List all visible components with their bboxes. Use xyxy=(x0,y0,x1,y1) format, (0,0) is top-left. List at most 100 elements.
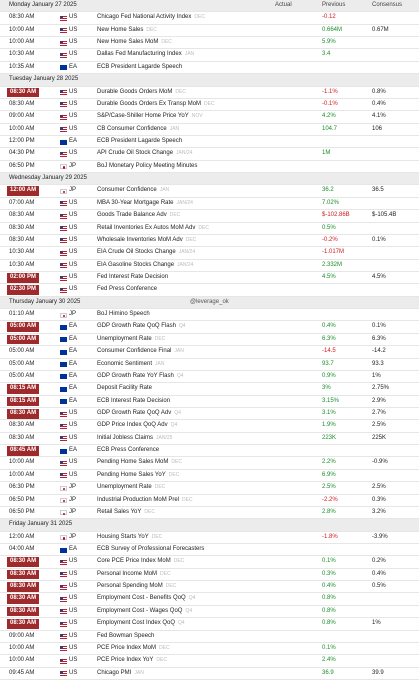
event-time: 10:30 AM xyxy=(9,261,35,268)
event-time: 12:00 PM xyxy=(9,138,35,144)
country-code: US xyxy=(69,212,78,219)
event-row: 04:00 AM EA ECB Survey of Professional For… xyxy=(0,544,419,557)
country-flag xyxy=(60,411,67,417)
event-name: Pending Home Sales MoM DEC xyxy=(97,457,182,469)
country-flag xyxy=(60,547,67,553)
previous-value: 2.332M xyxy=(322,261,343,268)
event-name: EIA Gasoline Stocks Change JAN/24 xyxy=(97,260,193,272)
event-period: DEC xyxy=(144,508,155,515)
event-period: Q4 xyxy=(188,595,196,602)
event-title: PCE Price Index YoY xyxy=(97,657,154,664)
country-flag xyxy=(60,349,67,355)
consensus-value: 4.5% xyxy=(372,274,386,280)
event-time: 08:30 AM xyxy=(9,434,35,441)
event-row: 10:00 AM US CB Consumer Confidence JAN 104.7… xyxy=(0,124,419,136)
event-title: GDP Growth Rate QoQ Adv xyxy=(97,410,172,416)
event-name: GDP Growth Rate QoQ Flash Q4 xyxy=(97,321,186,333)
previous-value: 2.4% xyxy=(322,657,336,664)
event-title: New Home Sales xyxy=(97,26,144,33)
event-name: ECB Interest Rate Decision xyxy=(97,396,170,408)
previous-value: 3.1% xyxy=(322,410,336,416)
previous-value: -0.12 xyxy=(322,14,336,21)
event-row: 08:30 AM US Employment Cost - Benefits QoQ… xyxy=(0,593,419,606)
event-title: Fed Bowman Speech xyxy=(97,632,155,639)
country-flag xyxy=(60,634,67,640)
day-date: Wednesday January 29 2025 xyxy=(9,175,87,182)
event-name: GDP Growth Rate YoY Flash Q4 xyxy=(97,371,184,383)
event-row: 08:30 AM US Core PCE Price Index MoM DEC 0.1… xyxy=(0,556,419,569)
event-time: 10:30 AM xyxy=(9,51,35,58)
country-flag xyxy=(60,498,67,504)
country-code: US xyxy=(69,236,78,243)
consensus-value: 2.7% xyxy=(372,410,386,416)
event-title: Durable Goods Orders Ex Transp MoM xyxy=(97,100,202,107)
country-code: EA xyxy=(69,385,78,392)
event-name: Durable Goods Orders MoM DEC xyxy=(97,87,186,99)
day-date: Tuesday January 28 2025 xyxy=(9,76,79,83)
event-row: 12:00 PM EA ECB President Lagarde Speech xyxy=(0,136,419,149)
event-title: EIA Gasoline Stocks Change xyxy=(97,261,175,268)
event-time: 10:00 AM xyxy=(9,657,35,664)
event-period: JAN xyxy=(174,348,184,355)
country-code: EA xyxy=(69,360,78,367)
country-code: US xyxy=(69,595,78,602)
event-row: 07:00 AM US MBA 30-Year Mortgage Rate JAN/2… xyxy=(0,198,419,211)
country-flag xyxy=(60,399,67,405)
day-header: Thursday January 30 2025 @leverage_ok xyxy=(0,296,419,310)
event-period: DEC xyxy=(160,570,171,577)
event-row: 02:30 PM US Fed Press Conference xyxy=(0,284,419,297)
event-row: 12:00 AM JP Consumer Confidence JAN 36.2 36.5 xyxy=(0,185,419,198)
event-time: 08:45 AM xyxy=(7,446,40,456)
event-row: 10:00 AM US Pending Home Sales YoY DEC 6.9% xyxy=(0,470,419,483)
event-time: 07:00 AM xyxy=(9,199,35,206)
event-title: Unemployment Rate xyxy=(97,335,152,342)
event-name: New Home Sales DEC xyxy=(97,25,157,37)
country-code: JP xyxy=(69,496,77,503)
previous-value: 0.5% xyxy=(322,224,336,231)
event-name: Initial Jobless Claims JAN/25 xyxy=(97,433,172,445)
consensus-value: 0.3% xyxy=(372,496,386,503)
day-date: Monday January 27 2025 xyxy=(9,2,77,8)
event-time: 04:00 AM xyxy=(9,546,35,552)
country-code: JP xyxy=(69,533,77,540)
previous-value: 3.15% xyxy=(322,397,340,404)
previous-value: 4.5% xyxy=(322,274,336,280)
event-row: 10:30 AM US Dallas Fed Manufacturing Index… xyxy=(0,49,419,62)
event-row: 08:15 AM EA ECB Interest Rate Decision 3.15… xyxy=(0,396,419,408)
event-row: 08:30 AM US Durable Goods Orders MoM DEC -1.… xyxy=(0,87,419,99)
event-name: ECB President Lagarde Speech xyxy=(97,136,182,148)
country-flag xyxy=(60,324,67,330)
day-header: Monday January 27 2025 Actual Previous Cons… xyxy=(0,0,419,13)
country-code: US xyxy=(69,261,78,268)
previous-value: 0.4% xyxy=(322,583,336,590)
event-title: Personal Income MoM xyxy=(97,570,158,577)
event-name: Consumer Confidence JAN xyxy=(97,185,169,197)
event-time: 04:30 PM xyxy=(9,150,35,157)
country-flag xyxy=(60,287,67,293)
country-code: US xyxy=(69,570,78,577)
country-code: US xyxy=(69,422,78,429)
country-code: US xyxy=(69,199,78,206)
event-title: Pending Home Sales MoM xyxy=(97,459,169,466)
previous-value: 4.2% xyxy=(322,113,336,120)
event-name: Durable Goods Orders Ex Transp MoM DEC xyxy=(97,99,215,111)
country-flag xyxy=(60,263,67,269)
consensus-value: 6.3% xyxy=(372,335,386,342)
event-name: CB Consumer Confidence JAN xyxy=(97,124,179,136)
consensus-value: -14.2 xyxy=(372,348,386,355)
event-period: DEC xyxy=(175,88,186,95)
previous-value: 7.02% xyxy=(322,199,340,206)
event-time: 05:00 AM xyxy=(7,334,40,345)
previous-value: 223K xyxy=(322,434,337,441)
day-header: Friday January 31 2025 xyxy=(0,519,419,532)
event-row: 08:30 AM US Personal Income MoM DEC 0.3% 0.4% xyxy=(0,569,419,582)
event-row: 08:30 AM US Retail Inventories Ex Autos Mo… xyxy=(0,223,419,235)
country-code: US xyxy=(69,434,78,441)
event-name: Personal Spending MoM DEC xyxy=(97,581,176,593)
event-period: Q4 xyxy=(178,620,185,627)
event-time: 06:30 PM xyxy=(9,484,35,491)
event-period: DEC xyxy=(161,39,172,46)
country-flag xyxy=(60,535,67,541)
country-flag xyxy=(60,362,67,368)
